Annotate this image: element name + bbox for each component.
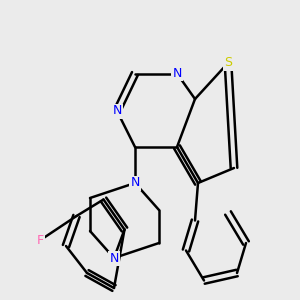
Text: N: N (172, 67, 182, 80)
Text: F: F (37, 233, 44, 247)
Text: N: N (112, 104, 122, 118)
Text: N: N (130, 176, 140, 190)
Text: N: N (109, 251, 119, 265)
Text: S: S (224, 56, 232, 70)
